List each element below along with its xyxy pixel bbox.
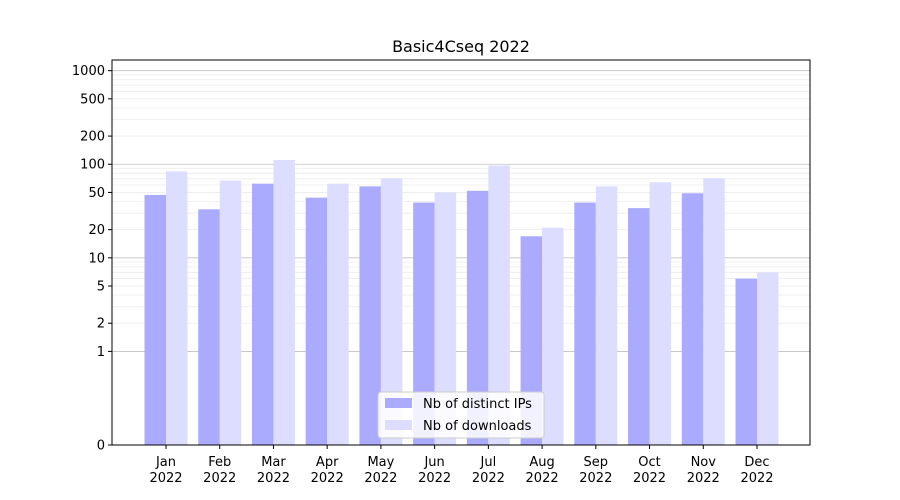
x-tick-label-month: Nov: [691, 455, 717, 470]
legend-label-downloads: Nb of downloads: [423, 419, 532, 434]
bar-downloads-mar: [273, 160, 295, 445]
bar-downloads-may: [380, 178, 403, 445]
x-tick-label-year: 2022: [740, 471, 773, 486]
x-tick-label-month: May: [367, 455, 394, 470]
y-tick-label: 200: [80, 130, 105, 145]
y-tick-label: 10: [88, 251, 105, 266]
legend-swatch-downloads: [385, 420, 412, 430]
y-tick-label: 1000: [72, 64, 105, 79]
y-tick-label: 2: [97, 317, 105, 332]
x-tick-label-month: Apr: [316, 455, 339, 470]
x-tick-label-year: 2022: [472, 471, 505, 486]
x-tick-label-year: 2022: [418, 471, 451, 486]
x-tick-label-month: Jul: [480, 455, 497, 470]
bar-downloads-dec: [757, 272, 779, 445]
bar-distinct-ips-mar: [251, 183, 274, 445]
bar-distinct-ips-jan: [144, 194, 166, 445]
x-tick-label-year: 2022: [311, 471, 344, 486]
bar-downloads-sep: [595, 186, 618, 445]
x-tick-label-year: 2022: [579, 471, 612, 486]
x-tick-label-month: Jun: [423, 455, 444, 470]
x-axis: Jan2022Feb2022Mar2022Apr2022May2022Jun20…: [149, 445, 774, 486]
bar-distinct-ips-dec: [735, 278, 757, 445]
bar-distinct-ips-jun: [413, 202, 435, 445]
x-tick-label-month: Dec: [744, 455, 769, 470]
legend: Nb of distinct IPs Nb of downloads: [377, 391, 545, 439]
x-tick-label-month: Oct: [638, 455, 660, 470]
legend-swatch-distinct-ips: [385, 398, 412, 408]
x-tick-label-year: 2022: [149, 471, 182, 486]
x-tick-label-month: Mar: [261, 455, 286, 470]
x-tick-label-year: 2022: [257, 471, 290, 486]
y-tick-label: 50: [88, 186, 105, 201]
x-tick-label-year: 2022: [203, 471, 236, 486]
x-tick-label-year: 2022: [687, 471, 720, 486]
y-tick-label: 5: [97, 280, 105, 295]
plot-area-frame: [111, 59, 811, 446]
y-tick-label: 100: [80, 158, 105, 173]
y-tick-label: 1: [97, 345, 105, 360]
x-tick-label-month: Aug: [529, 455, 554, 470]
bar-downloads-apr: [327, 183, 349, 445]
y-tick-label: 0: [97, 439, 105, 454]
x-tick-label-year: 2022: [633, 471, 666, 486]
legend-label-distinct-ips: Nb of distinct IPs: [423, 397, 532, 412]
bar-distinct-ips-oct: [628, 208, 650, 445]
bar-downloads-jan: [166, 171, 188, 445]
x-tick-label-month: Jan: [155, 455, 176, 470]
chart-title: Basic4Cseq 2022: [392, 37, 530, 56]
y-axis: 0 1 2 5 10 20 50 100 200 500 1000: [72, 64, 112, 454]
bar-distinct-ips-feb: [198, 209, 220, 445]
x-tick-label-month: Feb: [208, 455, 231, 470]
legend-box: [377, 391, 545, 439]
x-tick-label-year: 2022: [526, 471, 559, 486]
bar-distinct-ips-sep: [574, 202, 596, 445]
y-tick-label: 20: [88, 223, 105, 238]
bar-distinct-ips-may: [359, 186, 381, 445]
x-tick-label-year: 2022: [364, 471, 397, 486]
bar-distinct-ips-nov: [681, 193, 704, 445]
bar-distinct-ips-apr: [305, 197, 328, 445]
bar-downloads-nov: [703, 178, 725, 445]
bar-downloads-jul: [488, 165, 510, 446]
bar-distinct-ips-jul: [466, 190, 489, 445]
bar-downloads-feb: [219, 180, 242, 446]
x-tick-label-month: Sep: [584, 455, 609, 470]
bar-downloads-oct: [649, 182, 672, 445]
y-tick-label: 500: [80, 92, 105, 107]
bar-downloads-jun: [434, 192, 457, 445]
bar-downloads-aug: [542, 227, 564, 445]
